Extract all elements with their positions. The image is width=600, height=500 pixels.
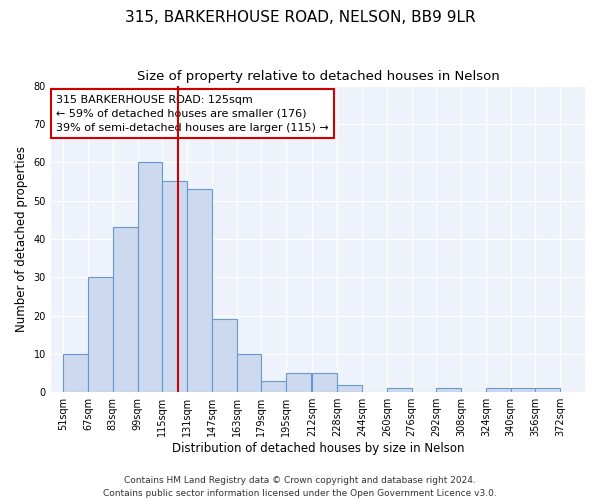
Bar xyxy=(387,388,412,392)
Bar xyxy=(137,162,162,392)
Bar xyxy=(486,388,511,392)
Bar xyxy=(236,354,262,392)
Bar xyxy=(63,354,88,392)
Bar xyxy=(286,373,311,392)
Y-axis label: Number of detached properties: Number of detached properties xyxy=(15,146,28,332)
Bar xyxy=(212,320,236,392)
Bar xyxy=(113,228,137,392)
Text: Contains HM Land Registry data © Crown copyright and database right 2024.
Contai: Contains HM Land Registry data © Crown c… xyxy=(103,476,497,498)
Bar xyxy=(162,182,187,392)
Bar xyxy=(535,388,560,392)
Bar xyxy=(337,384,362,392)
Bar xyxy=(313,373,337,392)
Text: 315 BARKERHOUSE ROAD: 125sqm
← 59% of detached houses are smaller (176)
39% of s: 315 BARKERHOUSE ROAD: 125sqm ← 59% of de… xyxy=(56,95,329,133)
Bar xyxy=(436,388,461,392)
Bar xyxy=(262,380,286,392)
Bar xyxy=(511,388,535,392)
Bar xyxy=(88,277,113,392)
Title: Size of property relative to detached houses in Nelson: Size of property relative to detached ho… xyxy=(137,70,499,83)
Text: 315, BARKERHOUSE ROAD, NELSON, BB9 9LR: 315, BARKERHOUSE ROAD, NELSON, BB9 9LR xyxy=(125,10,475,25)
Bar xyxy=(187,189,212,392)
X-axis label: Distribution of detached houses by size in Nelson: Distribution of detached houses by size … xyxy=(172,442,464,455)
